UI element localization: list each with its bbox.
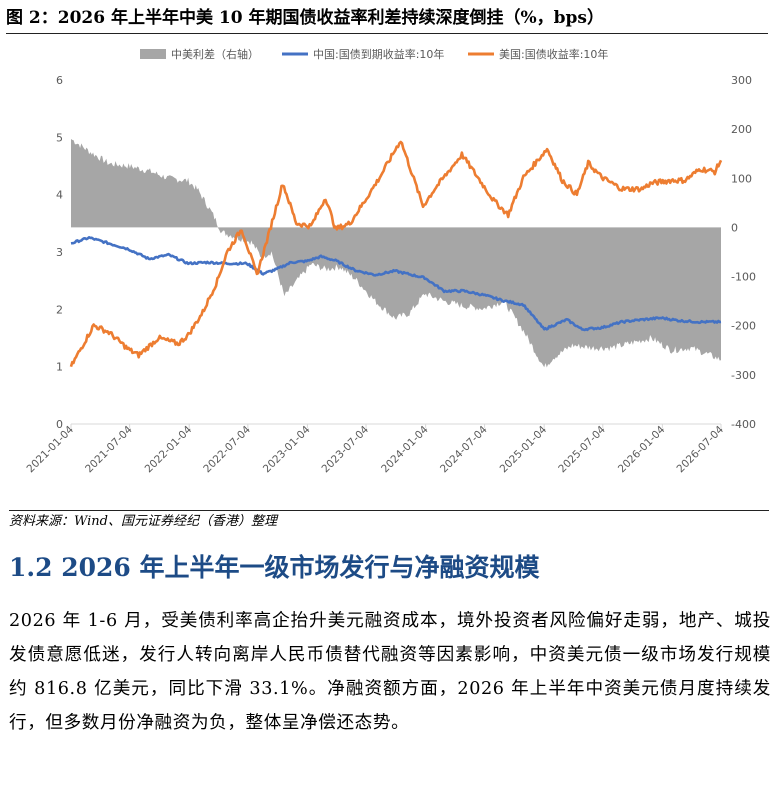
y-right-tick-label: 200 (731, 123, 752, 136)
yield-spread-chart: 中美利差（右轴） 中国:国债到期收益率:10年 美国:国债收益率:10年 0 1 2 3 4… (24, 47, 756, 475)
y-right-tick-label: 300 (731, 74, 752, 87)
legend-swatch-spread (140, 49, 166, 59)
y-left-tick-label: 0 (56, 418, 63, 431)
x-tick-label: 2023-07-04 (320, 423, 372, 475)
legend-label: 中国:国债到期收益率:10年 (313, 47, 444, 61)
y-left-tick-label: 4 (56, 189, 63, 202)
y-right-tick-label: -200 (731, 320, 756, 333)
x-tick-label: 2022-07-04 (201, 423, 253, 475)
chart-legend: 中美利差（右轴） 中国:国债到期收益率:10年 美国:国债收益率:10年 (140, 47, 608, 61)
x-tick-label: 2022-01-04 (143, 423, 195, 475)
y-left-tick-label: 3 (56, 246, 63, 259)
y-left-tick-label: 6 (56, 74, 63, 87)
section-heading: 1.2 2026 年上半年一级市场发行与净融资规模 (9, 553, 540, 582)
y-right-tick-label: 0 (731, 221, 738, 234)
x-tick-label: 2024-01-04 (379, 423, 431, 475)
us-10y-line (69, 140, 723, 368)
y-left-tick-label: 1 (56, 361, 63, 374)
y-left-tick-label: 5 (56, 131, 63, 144)
y-right-tick-label: -300 (731, 369, 756, 382)
x-tick-label: 2026-07-04 (674, 423, 726, 475)
figure-source: 资料来源：Wind、国元证券经纪（香港）整理 (9, 510, 769, 532)
x-tick-label: 2025-07-04 (556, 423, 608, 475)
body-paragraph: 2026 年 1-6 月，受美债利率高企抬升美元融资成本，境外投资者风险偏好走弱… (9, 611, 771, 733)
plot-area (69, 139, 723, 368)
y-right-tick-label: -100 (731, 271, 756, 284)
x-tick-label: 2025-01-04 (498, 423, 550, 475)
x-tick-label: 2026-01-04 (616, 423, 668, 475)
y-right-tick-label: -400 (731, 418, 756, 431)
spread-area (71, 139, 721, 368)
legend-label: 中美利差（右轴） (171, 47, 259, 61)
figure-title: 图 2：2026 年上半年中美 10 年期国债收益率利差持续深度倒挂（%，bps… (6, 3, 768, 34)
y-right-tick-label: 100 (731, 172, 752, 185)
x-tick-label: 2021-01-04 (24, 423, 76, 475)
legend-label: 美国:国债收益率:10年 (499, 47, 608, 61)
x-tick-label: 2024-07-04 (438, 423, 490, 475)
china-10y-line (70, 236, 722, 332)
x-tick-label: 2021-07-04 (83, 423, 135, 475)
y-left-tick-label: 2 (56, 303, 63, 316)
x-tick-label: 2023-01-04 (261, 423, 313, 475)
